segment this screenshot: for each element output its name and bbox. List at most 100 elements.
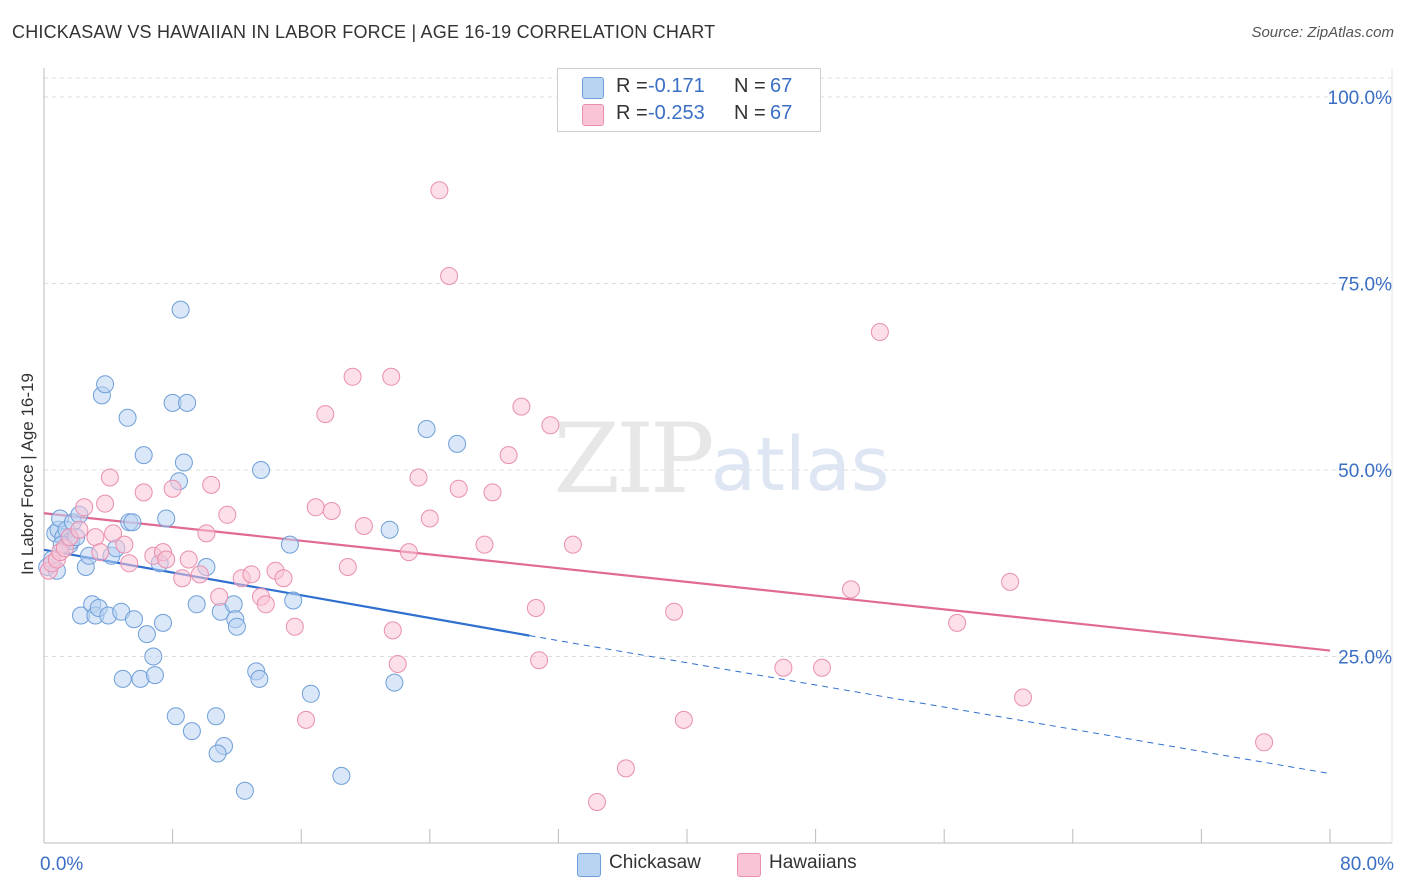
- hawaiians-point: [306, 498, 325, 517]
- chickasaw-point: [96, 375, 115, 394]
- hawaiians-point: [409, 468, 428, 487]
- hawaiians-point: [242, 565, 261, 584]
- hawaiians-point: [285, 617, 304, 636]
- watermark-zip: ZIP: [553, 403, 712, 515]
- chickasaw-point: [157, 509, 176, 528]
- hawaiians-point: [104, 524, 123, 543]
- chickasaw-point: [235, 781, 254, 800]
- hawaiians-point: [120, 554, 139, 573]
- chickasaw-point: [123, 513, 142, 532]
- hawaiians-point: [383, 621, 402, 640]
- hawaiians-point: [1001, 572, 1020, 591]
- hawaiians-point: [197, 524, 216, 543]
- hawaiians-point: [526, 599, 545, 617]
- chickasaw-point: [227, 617, 246, 636]
- y-tick-label: 25.0%: [1338, 648, 1392, 669]
- chart-title: CHICKASAW VS HAWAIIAN IN LABOR FORCE | A…: [12, 22, 716, 42]
- chickasaw-point: [207, 707, 225, 726]
- chickasaw-point: [174, 453, 193, 472]
- chickasaw-point: [171, 300, 190, 319]
- y-axis-title: In Labor Force | Age 16-19: [18, 373, 37, 575]
- hawaiians-r-value: -0.253: [648, 102, 705, 124]
- hawaiians-point: [190, 565, 209, 584]
- hawaiians-point: [388, 655, 407, 673]
- chickasaw-point: [144, 647, 163, 666]
- chickasaw-point: [385, 673, 404, 692]
- hawaiians-point: [774, 658, 793, 677]
- chickasaw-legend-label: Chickasaw: [609, 852, 701, 873]
- hawaiians-point: [1014, 688, 1032, 707]
- chickasaw-point: [137, 625, 156, 644]
- hawaiians-n-value: 67: [770, 102, 793, 124]
- hawaiians-trend-line: [43, 512, 1331, 652]
- hawaiians-point: [842, 580, 860, 599]
- trend-layer: [43, 512, 1331, 775]
- chickasaw-point: [125, 610, 143, 629]
- hawaiians-point: [297, 710, 315, 729]
- chickasaw-n-value: 67: [770, 75, 793, 97]
- hawaiians-point: [948, 613, 967, 632]
- hawaiians-point: [179, 550, 198, 569]
- hawaiians-point: [75, 498, 94, 517]
- chickasaw-point: [145, 666, 164, 685]
- hawaiians-point: [322, 502, 341, 520]
- y-tick-label: 50.0%: [1338, 461, 1392, 482]
- hawaiians-point: [420, 509, 439, 528]
- hawaiians-point: [475, 535, 494, 554]
- y-tick-label: 75.0%: [1338, 275, 1392, 296]
- hawaiians-point: [588, 793, 606, 811]
- n-label: N =: [734, 75, 766, 97]
- hawaiians-point: [100, 468, 119, 487]
- hawaiians-point: [96, 494, 115, 513]
- hawaiians-point: [354, 517, 373, 535]
- hawaiians-point: [399, 543, 418, 562]
- hawaiians-point: [86, 528, 105, 547]
- hawaiians-point: [91, 543, 110, 562]
- hawaiians-point: [210, 587, 229, 606]
- r-label: R =: [616, 102, 648, 124]
- watermark: ZIP atlas: [553, 403, 889, 515]
- y-tick-label: 100.0%: [1328, 88, 1393, 109]
- chickasaw-point: [380, 520, 399, 539]
- chickasaw-point: [280, 535, 299, 554]
- hawaiians-point: [163, 479, 182, 498]
- stats-legend: R = -0.171 N = 67 R = -0.253 N = 67: [557, 68, 821, 132]
- hawaiians-point: [483, 483, 502, 502]
- x-tick-label: 0.0%: [40, 854, 83, 875]
- chickasaw-point: [208, 744, 227, 763]
- chickasaw-swatch: [582, 77, 604, 99]
- hawaiians-point: [338, 558, 357, 576]
- hawaiians-point: [1255, 733, 1274, 752]
- hawaiians-point: [343, 367, 362, 386]
- hawaiians-legend-label: Hawaiians: [769, 852, 857, 873]
- hawaiians-point: [440, 267, 459, 285]
- chickasaw-point: [134, 446, 153, 465]
- chickasaw-point: [448, 434, 467, 453]
- watermark-atlas: atlas: [711, 422, 890, 508]
- hawaiians-swatch: [582, 104, 604, 126]
- hawaiians-point: [256, 595, 275, 614]
- n-label: N =: [734, 102, 766, 124]
- chickasaw-point: [332, 766, 351, 785]
- hawaiians-point: [499, 446, 518, 465]
- chickasaw-point: [187, 595, 206, 614]
- hawaiians-point: [674, 710, 693, 729]
- chickasaw-point: [417, 420, 436, 438]
- hawaiians-point: [115, 535, 134, 554]
- chickasaw-point: [284, 591, 303, 610]
- chickasaw-point: [166, 707, 185, 726]
- hawaiians-point: [202, 475, 221, 494]
- hawaiians-point: [70, 520, 89, 539]
- hawaiians-point: [813, 658, 831, 677]
- chickasaw-point: [178, 393, 197, 412]
- hawaiians-point: [430, 181, 449, 200]
- chickasaw-point: [250, 669, 269, 688]
- hawaiians-point: [218, 505, 237, 524]
- hawaiians-point: [563, 535, 582, 554]
- hawaiians-point: [316, 405, 335, 424]
- hawaiians-point: [134, 483, 153, 502]
- hawaiians-point: [382, 367, 401, 386]
- chickasaw-trend-extension: [529, 635, 1331, 775]
- chickasaw-legend-swatch: [577, 853, 601, 877]
